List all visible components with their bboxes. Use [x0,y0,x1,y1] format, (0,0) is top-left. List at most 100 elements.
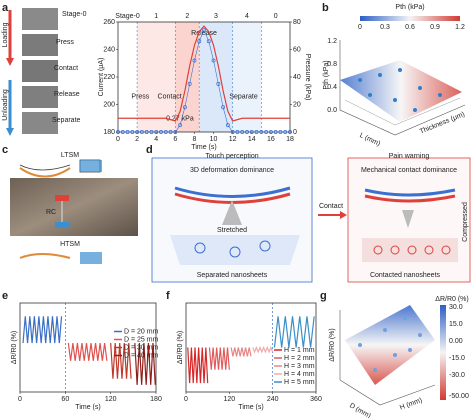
rc-label: RC [46,209,56,216]
x-tick-label: 0 [116,136,120,143]
marker [240,130,245,134]
x-tick-label: 120 [223,396,235,403]
stretched-label: Stretched [217,227,247,234]
x-tick-label: 14 [248,136,256,143]
series-line [110,343,132,379]
stage-label: 3 [214,13,218,20]
legend-label: D = 40 mm [124,352,159,359]
legend-label: D = 25 mm [124,336,159,343]
x-tick-label: 240 [267,396,279,403]
sensor-diagram [10,159,138,264]
series-line [273,316,315,348]
x-tick-label: 180 [150,396,162,403]
x-tick-label: 18 [286,136,294,143]
x-tick-label: 360 [310,396,322,403]
x-tick-label: 120 [105,396,117,403]
y2-tick-label: 20 [293,101,301,108]
panel-label: g [320,290,327,302]
x-tick-label: 8 [192,136,196,143]
colorbar-tick: -30.0 [449,372,465,379]
annotation: Separate [229,94,258,101]
marker [230,130,235,134]
series-line [252,345,274,354]
colorbar-tick: 0.3 [380,24,390,31]
marker [149,130,154,134]
marker [139,130,144,134]
series-line [230,347,252,357]
panel-label: d [146,144,153,156]
marker [187,81,192,86]
stage-label: 1 [154,13,158,20]
marker [197,39,202,44]
marker [144,130,149,134]
legend-label: D = 30 mm [124,344,159,351]
mechanism-diagram [151,157,471,283]
y2-tick-label: 40 [293,74,301,81]
colorbar-tick: 15.0 [449,321,463,328]
marker [130,130,135,134]
series-line [118,29,290,133]
photo-strip [6,8,58,136]
colorbar-tick: 0 [358,24,362,31]
panel-label: f [166,290,170,302]
series-line [67,342,108,361]
right-title: Pain warning [389,153,430,160]
unloading-label: Unloading [2,89,9,121]
contacted-label: Contacted nanosheets [370,272,441,279]
colorbar-title: ΔR/R0 (%) [435,296,468,303]
marker [216,81,221,86]
marker [178,123,183,128]
y2-tick-label: 60 [293,46,301,53]
colorbar-tick: -15.0 [449,355,465,362]
y-axis-label: ΔR/R0 (%) [177,331,184,364]
plot-frame [185,302,317,393]
stage-band [261,22,290,132]
marker [159,130,163,134]
x-label: L (mm) [358,132,381,148]
annotation: Release [191,30,217,37]
z-label: ΔR/R0 (%) [329,328,336,361]
z-tick: 0.8 [327,61,337,68]
left-title: Touch perception [205,153,258,160]
y-tick-label: 200 [103,101,115,108]
marker [268,130,273,134]
x-tick-label: 12 [229,136,237,143]
marker [192,58,197,63]
colorbar-tick: 0.6 [405,24,415,31]
compressed-label: Compressed [462,202,469,242]
x-tick-label: 0 [18,396,22,403]
x-label: D (mm) [348,402,372,418]
z-tick: 0.4 [327,84,337,91]
legend-label: H = 4 mm [284,371,315,378]
legend-label: H = 5 mm [284,379,315,386]
y2-tick-label: 80 [293,19,301,26]
stage-band [137,22,176,132]
marker [125,130,130,134]
x-axis-label: Time (s) [75,404,100,411]
marker [278,130,283,134]
marker [202,28,206,33]
marker [259,130,264,134]
y2-tick-label: 0 [293,129,297,136]
z-tick: 0.0 [327,107,337,114]
x-tick-label: 0 [184,396,188,403]
stage-label: 0 [274,13,278,20]
annotation: Contact [158,94,182,101]
plot-frame [19,302,157,393]
z-tick: 1.2 [327,38,337,45]
legend-label: H = 1 mm [284,347,315,354]
marker [235,130,240,134]
x-tick-label: 4 [154,136,158,143]
colorbar-tick: 30.0 [449,304,463,311]
marker [206,39,211,44]
series-line [134,343,156,385]
panel-label: e [2,290,8,302]
x-axis-label: Time (s) [191,144,216,151]
panel-label: a [2,2,9,14]
surface-plot [339,305,446,406]
stage-band [199,22,233,132]
marker [154,130,159,134]
colorbar-tick: -50.00 [449,393,469,400]
stage-label: Stage-0 [115,13,140,20]
